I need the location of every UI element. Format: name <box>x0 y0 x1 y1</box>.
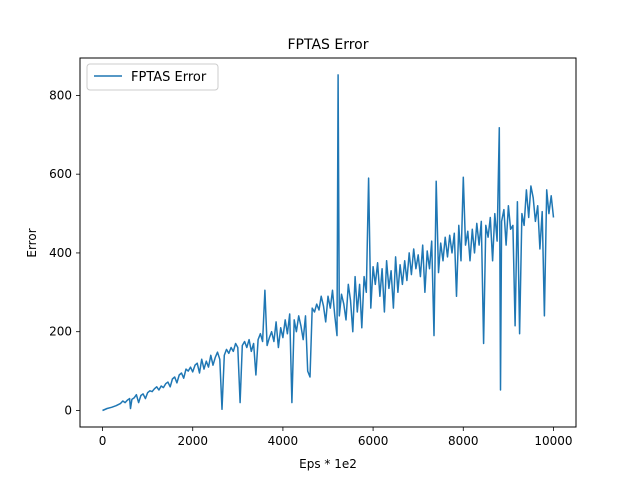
x-tick-label: 4000 <box>268 434 299 448</box>
x-tick-label: 0 <box>99 434 107 448</box>
y-axis-ticks: 0 200 400 600 800 <box>49 88 80 417</box>
chart-title: FPTAS Error <box>288 37 369 53</box>
y-tick-label: 400 <box>49 246 72 260</box>
legend: FPTAS Error <box>86 63 219 91</box>
x-tick-label: 10000 <box>534 434 572 448</box>
series-line-fptas-error <box>102 74 555 412</box>
x-tick-label: 6000 <box>358 434 389 448</box>
x-tick-label: 2000 <box>177 434 208 448</box>
x-axis-ticks: 0 2000 4000 6000 8000 10000 <box>99 427 573 448</box>
y-tick-label: 600 <box>49 167 72 181</box>
x-axis-label: Eps * 1e2 <box>299 457 357 471</box>
y-tick-label: 0 <box>64 403 72 417</box>
y-axis-label: Error <box>25 228 39 257</box>
y-tick-label: 800 <box>49 88 72 102</box>
legend-label: FPTAS Error <box>131 70 207 85</box>
legend-box <box>86 63 219 91</box>
y-tick-label: 200 <box>49 325 72 339</box>
x-tick-label: 8000 <box>448 434 479 448</box>
